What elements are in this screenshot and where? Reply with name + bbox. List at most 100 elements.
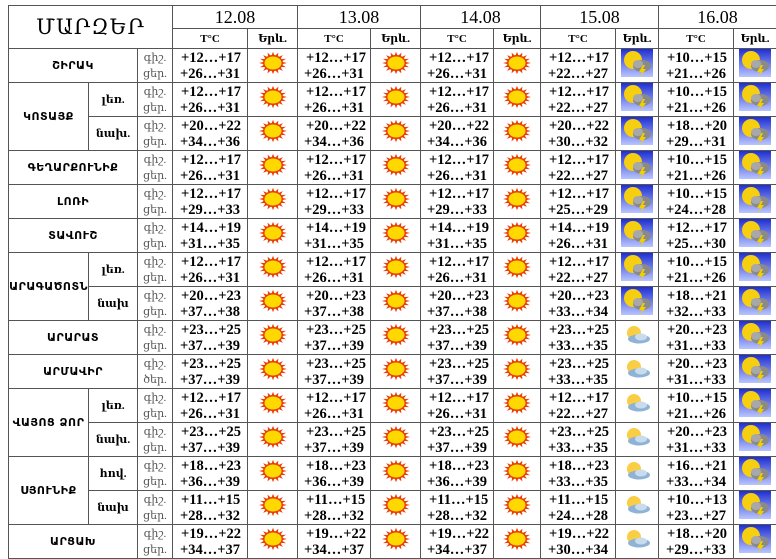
day-temp: +34…+36 — [304, 133, 365, 150]
night-temp: +12…+17 — [549, 389, 610, 406]
weather-icon-cell — [370, 150, 422, 185]
temperature-cell: +12…+17 +26…+31 — [420, 388, 495, 423]
yerevan-column-header: Երև. — [247, 28, 299, 49]
weather-icon-cell — [493, 422, 542, 457]
weather-icon-cell — [733, 388, 776, 423]
day-temp: +26…+31 — [427, 269, 488, 286]
weather-icon-cell — [247, 48, 299, 83]
temperature-cell: +12…+17 +22…+27 — [540, 82, 617, 117]
temperature-cell: +20…+23 +37…+38 — [420, 286, 495, 321]
temperature-cell: +10…+15 +21…+26 — [658, 388, 735, 423]
night-temp: +20…+23 — [306, 287, 367, 304]
weather-icon-cell — [615, 524, 660, 559]
temperature-cell: +14…+19 +31…+35 — [420, 218, 495, 253]
temperature-cell: +18…+20 +29…+33 — [658, 524, 735, 559]
day-temp: +33…+34 — [548, 303, 609, 320]
day-temp: +22…+27 — [548, 167, 609, 184]
sun-cloud-thunder-icon — [621, 117, 654, 150]
night-temp: +11…+15 — [549, 491, 609, 508]
sun-icon — [258, 289, 288, 318]
sun-cloud-icon — [621, 392, 653, 419]
sun-icon — [381, 187, 411, 216]
night-temp: +23…+25 — [181, 355, 242, 372]
region-name: ԱՐԱՐԱՏ — [8, 320, 138, 355]
weather-icon-cell — [615, 218, 660, 253]
day-temp: +21…+26 — [666, 269, 727, 286]
temp-column-header: T°C — [172, 28, 249, 49]
sun-icon — [502, 425, 532, 454]
temperature-cell: +18…+23 +33…+35 — [540, 456, 617, 491]
weather-icon-cell — [370, 184, 422, 219]
temperature-cell: +12…+17 +26…+31 — [297, 252, 372, 287]
night-temp: +19…+22 — [549, 525, 610, 542]
sun-cloud-thunder-icon — [621, 49, 654, 82]
sun-icon — [258, 459, 288, 488]
table-row: ԼՈՌԻ գիշ. ցեր. +12…+17 +29…+33 +12…+17 +29…+33… — [8, 184, 776, 219]
weather-icon-cell — [615, 354, 660, 389]
sun-cloud-icon — [621, 358, 653, 385]
day-temp: +37…+39 — [427, 439, 488, 456]
night-temp: +14…+19 — [429, 219, 490, 236]
night-temp: +12…+17 — [181, 151, 242, 168]
region-name: ՍՅՈՒՆԻՔ — [8, 456, 89, 525]
day-temp: +26…+31 — [180, 167, 241, 184]
day-temp: +25…+29 — [548, 201, 609, 218]
day-temp: +21…+26 — [666, 405, 727, 422]
region-name: ԳԵՂԱՐՔՈՒՆԻՔ — [8, 150, 138, 185]
temperature-cell: +19…+22 +34…+37 — [172, 524, 249, 559]
sun-icon — [258, 119, 288, 148]
weather-icon-cell — [615, 320, 660, 355]
night-label: գիշ. — [143, 153, 167, 166]
temperature-cell: +14…+19 +31…+35 — [297, 218, 372, 253]
day-temp: +36…+39 — [180, 473, 241, 490]
weather-icon-cell — [733, 116, 776, 151]
table-row: ՍՅՈՒՆԻՔ հով. գիշ. ցեր. +18…+23 +36…+39 +18…+23… — [8, 456, 776, 525]
temperature-cell: +12…+17 +29…+33 — [172, 184, 249, 219]
day-temp: +28…+32 — [304, 507, 365, 524]
night-temp: +23…+25 — [181, 321, 242, 338]
date-header: 16.08 — [658, 5, 776, 29]
night-temp: +12…+17 — [549, 151, 610, 168]
temperature-cell: +12…+17 +22…+27 — [540, 252, 617, 287]
night-day-labels: գիշ. ցեր. — [136, 48, 174, 83]
sun-cloud-icon — [621, 324, 653, 351]
day-label: ցեր. — [143, 441, 167, 454]
night-label: գիշ. — [143, 493, 167, 506]
sun-cloud-icon — [621, 460, 653, 487]
night-day-labels: գիշ. ցեր. — [136, 150, 174, 185]
day-temp: +34…+37 — [304, 541, 365, 558]
day-temp: +22…+27 — [548, 405, 609, 422]
weather-icon-cell — [370, 252, 422, 287]
night-temp: +19…+22 — [306, 525, 367, 542]
temperature-cell: +12…+17 +26…+31 — [297, 48, 372, 83]
sun-icon — [381, 323, 411, 352]
temp-column-header: T°C — [420, 28, 495, 49]
temperature-cell: +16…+21 +33…+34 — [658, 456, 735, 491]
day-temp: +33…+35 — [548, 473, 609, 490]
temperature-cell: +12…+17 +25…+29 — [540, 184, 617, 219]
night-day-labels: գիշ. ցեր. — [136, 286, 174, 321]
weather-icon-cell — [370, 388, 422, 423]
night-temp: +23…+25 — [181, 423, 242, 440]
weather-icon-cell — [733, 456, 776, 491]
day-temp: +36…+39 — [427, 473, 488, 490]
night-label: գիշ. — [143, 391, 167, 404]
table-row: ՇԻՐԱԿ գիշ. ցեր. +12…+17 +26…+31 +12…+17 +26…+3… — [8, 48, 776, 83]
night-temp: +20…+23 — [181, 287, 242, 304]
temperature-cell: +12…+17 +26…+31 — [172, 82, 249, 117]
night-temp: +10…+15 — [667, 151, 728, 168]
temperature-cell: +14…+19 +31…+35 — [172, 218, 249, 253]
night-temp: +10…+15 — [667, 49, 728, 66]
day-temp: +37…+39 — [427, 371, 488, 388]
sun-cloud-thunder-icon — [739, 287, 772, 320]
temperature-cell: +23…+25 +37…+39 — [172, 320, 249, 355]
day-label: ցեր. — [143, 305, 167, 318]
day-temp: +33…+35 — [548, 439, 609, 456]
temperature-cell: +10…+15 +21…+26 — [658, 252, 735, 287]
temperature-cell: +23…+25 +37…+39 — [172, 354, 249, 389]
weather-icon-cell — [733, 524, 776, 559]
sun-icon — [258, 187, 288, 216]
day-temp: +30…+34 — [548, 541, 609, 558]
day-temp: +26…+31 — [180, 99, 241, 116]
temperature-cell: +11…+15 +24…+28 — [540, 490, 617, 525]
